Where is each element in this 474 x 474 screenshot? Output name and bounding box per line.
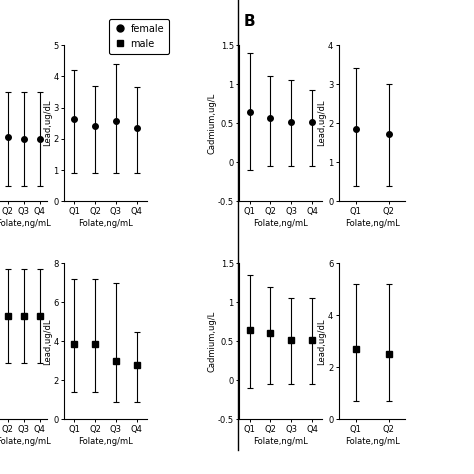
X-axis label: Folate,ng/mL: Folate,ng/mL — [0, 219, 51, 228]
X-axis label: Folate,ng/mL: Folate,ng/mL — [345, 219, 400, 228]
X-axis label: Folate,ng/mL: Folate,ng/mL — [345, 437, 400, 446]
X-axis label: Folate,ng/mL: Folate,ng/mL — [254, 437, 308, 446]
Y-axis label: Lead,ug/dL: Lead,ug/dL — [43, 100, 52, 146]
X-axis label: Folate,ng/mL: Folate,ng/mL — [78, 219, 133, 228]
X-axis label: Folate,ng/mL: Folate,ng/mL — [254, 219, 308, 228]
Text: B: B — [244, 14, 256, 29]
X-axis label: Folate,ng/mL: Folate,ng/mL — [0, 437, 51, 446]
Y-axis label: Cadmium,ug/L: Cadmium,ug/L — [207, 310, 216, 372]
X-axis label: Folate,ng/mL: Folate,ng/mL — [78, 437, 133, 446]
Y-axis label: Lead,ug/dL: Lead,ug/dL — [318, 318, 327, 365]
Legend: female, male: female, male — [109, 19, 169, 54]
Y-axis label: Lead,ug/dL: Lead,ug/dL — [43, 318, 52, 365]
Y-axis label: Lead,ug/dL: Lead,ug/dL — [318, 100, 327, 146]
Y-axis label: Cadmium,ug/L: Cadmium,ug/L — [207, 92, 216, 154]
